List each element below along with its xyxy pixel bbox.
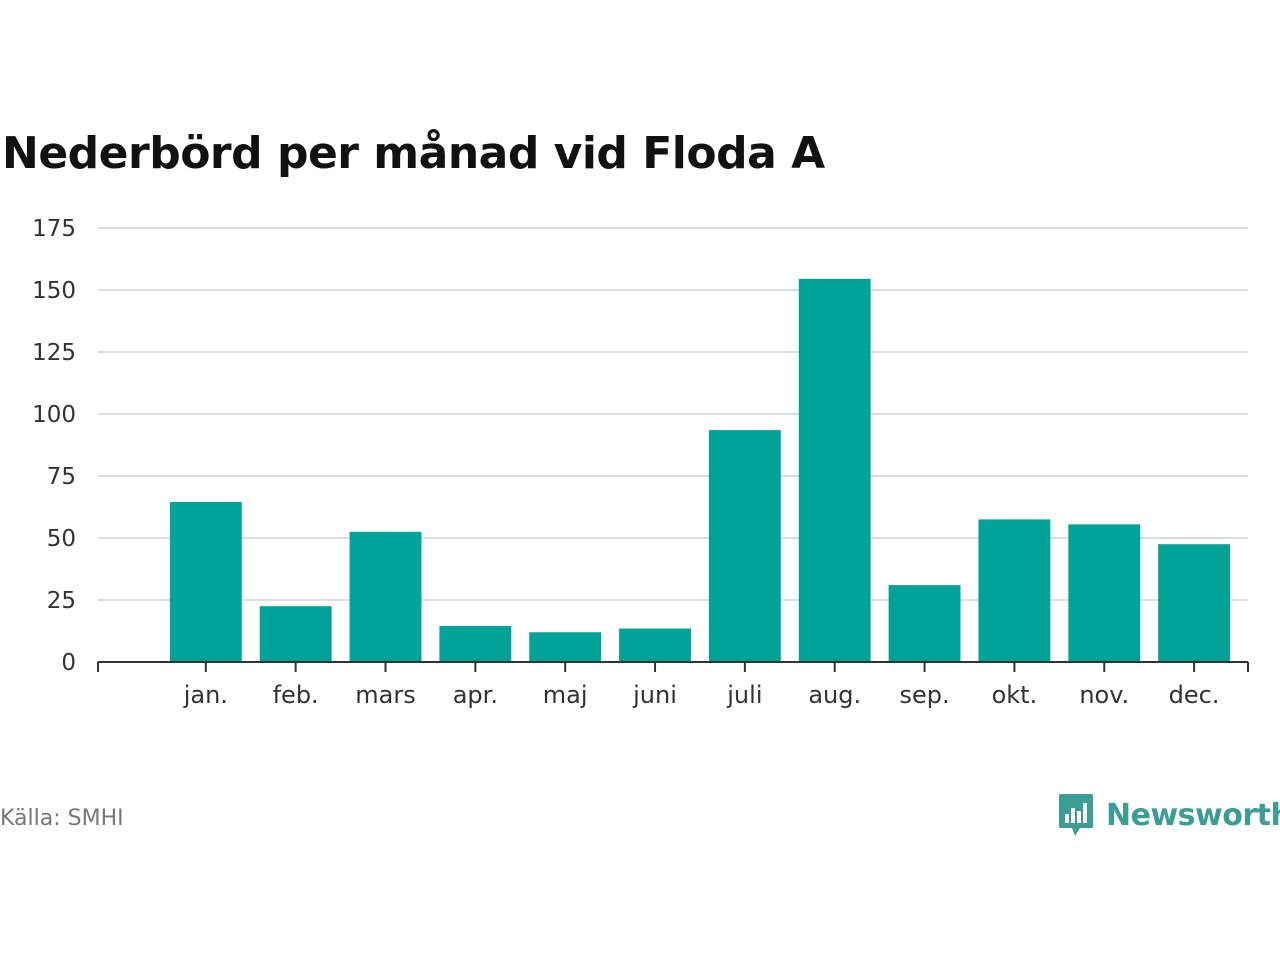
x-axis: [97, 661, 1249, 672]
x-tick-label: juni: [632, 681, 677, 709]
x-tick-label: sep.: [899, 681, 949, 709]
x-tick-label: feb.: [273, 681, 319, 709]
chart-title: Nederbörd per månad vid Floda A: [2, 128, 825, 179]
brand-name: Newsworthy: [1106, 797, 1280, 833]
bar-nov: [1068, 524, 1141, 662]
y-tick-label: 100: [32, 402, 76, 428]
bar-okt: [978, 519, 1051, 662]
brand-logo: Newsworthy: [1058, 792, 1280, 838]
x-tick-label: nov.: [1079, 681, 1129, 709]
y-tick-label: 0: [61, 650, 76, 676]
x-tick-label: maj: [543, 681, 588, 709]
y-tick-label: 25: [47, 588, 76, 614]
bar-mars: [349, 531, 422, 662]
bar-chart-speech-bubble-icon: [1059, 794, 1093, 836]
y-tick-label: 175: [32, 216, 76, 242]
grid-lines: [98, 227, 1248, 601]
bar-maj: [529, 632, 602, 662]
bar-apr: [439, 626, 512, 662]
y-axis-ticks: 0 25 50 75 100 125 150 175: [32, 216, 76, 676]
bar-dec: [1158, 544, 1231, 662]
y-tick-label: 125: [32, 340, 76, 366]
bar-juni: [619, 628, 691, 662]
x-tick-label: juli: [726, 681, 762, 709]
x-tick-label: apr.: [453, 681, 498, 709]
x-tick-label: jan.: [183, 681, 228, 709]
x-axis-ticks: jan. feb. mars apr. maj juni juli aug. sep. okt. n…: [183, 681, 1220, 709]
source-note: Källa: SMHI: [0, 806, 124, 831]
y-tick-label: 50: [47, 526, 76, 552]
y-tick-label: 150: [32, 278, 76, 304]
x-tick-label: okt.: [992, 681, 1038, 709]
bar-feb: [259, 606, 332, 662]
bar-sep: [888, 585, 961, 662]
bar-juli: [708, 430, 781, 662]
y-tick-label: 75: [47, 464, 76, 490]
x-tick-label: dec.: [1169, 681, 1220, 709]
x-tick-label: mars: [355, 681, 415, 709]
x-tick-label: aug.: [808, 681, 861, 709]
bar-aug: [798, 278, 871, 662]
bar-jan: [169, 502, 242, 662]
bars: [169, 278, 1231, 662]
